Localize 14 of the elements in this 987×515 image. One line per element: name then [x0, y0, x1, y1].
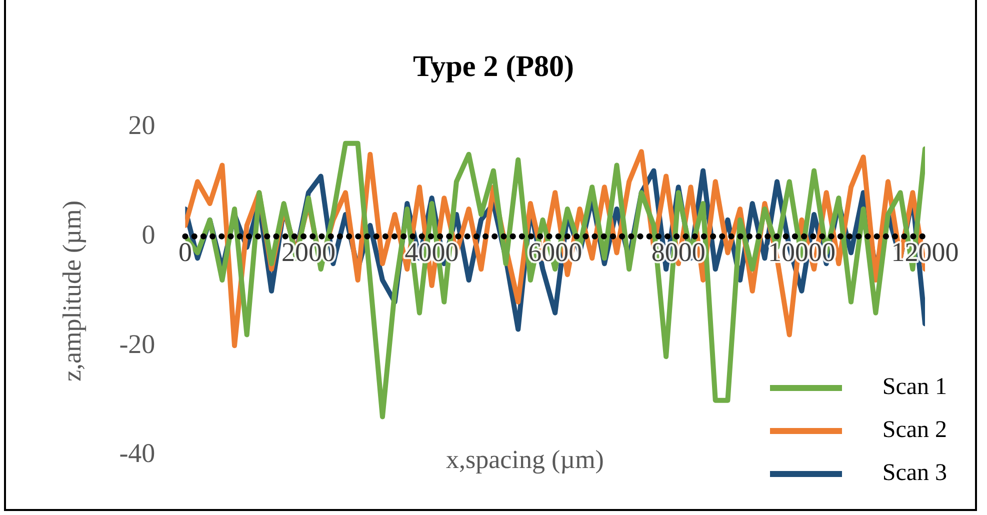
- legend-label: Scan 1: [882, 374, 947, 401]
- y-tick-label: -20: [119, 328, 156, 359]
- x-tick-label: 4000: [404, 236, 459, 267]
- x-axis-title: x,spacing (µm): [445, 445, 605, 475]
- x-tick-label: 10000: [768, 236, 836, 267]
- legend-label: Scan 3: [882, 460, 947, 487]
- chart-title: Type 2 (P80): [412, 50, 576, 84]
- y-axis-title: z,amplitude (µm): [57, 200, 86, 382]
- x-tick-label: 8000: [651, 236, 706, 267]
- y-tick-label: 20: [128, 110, 156, 140]
- x-tick-label: 0: [178, 236, 192, 267]
- x-tick-label: 6000: [528, 236, 582, 267]
- legend-label: Scan 2: [882, 417, 947, 444]
- y-tick-label: -40: [119, 438, 156, 468]
